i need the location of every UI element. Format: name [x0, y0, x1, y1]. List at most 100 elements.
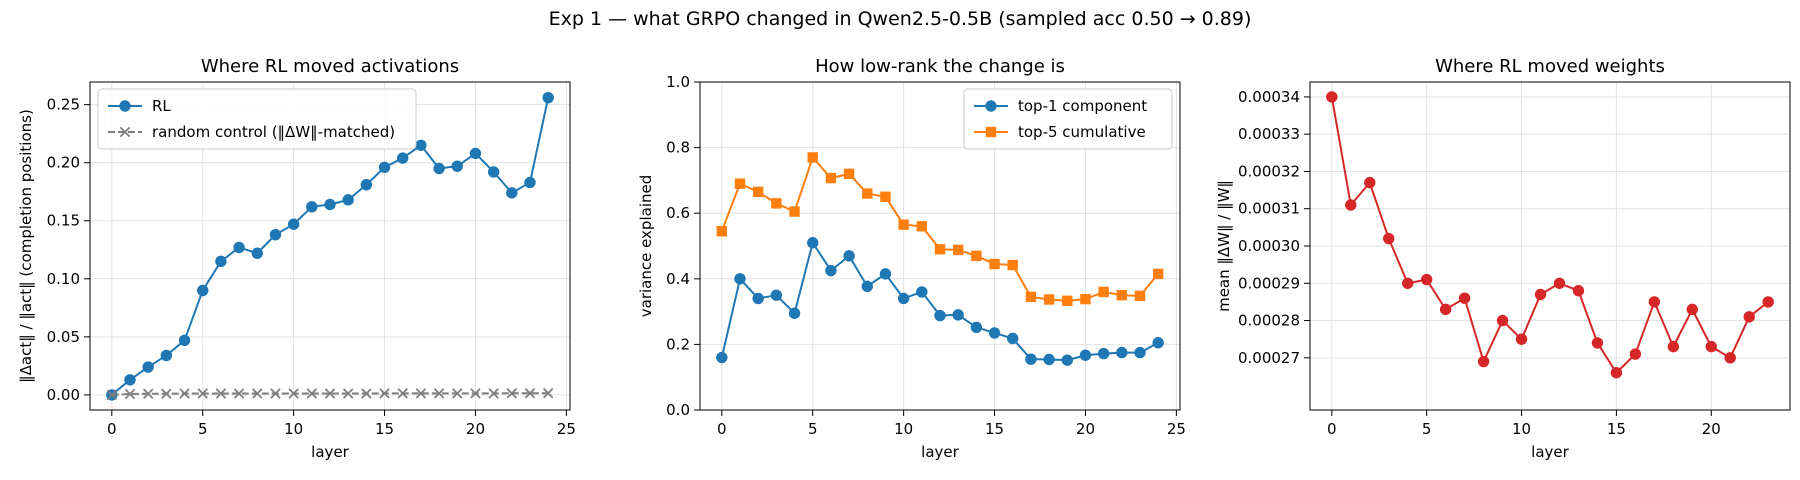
- data-point: [788, 307, 801, 319]
- data-point: [916, 286, 928, 298]
- data-point: [1667, 340, 1680, 353]
- data-point: [952, 309, 964, 321]
- data-point: [179, 388, 190, 399]
- figure-title: Exp 1 — what GRPO changed in Qwen2.5-0.5…: [549, 8, 1252, 30]
- data-point: [415, 139, 427, 151]
- y-tick-label: 0.4: [666, 270, 690, 288]
- data-point: [1080, 293, 1091, 305]
- x-tick-label: 10: [894, 420, 913, 438]
- data-point: [524, 388, 536, 399]
- legend-label: random control (‖ΔW‖-matched): [152, 123, 395, 141]
- x-tick-label: 25: [557, 420, 576, 438]
- data-point: [1134, 290, 1146, 302]
- data-point: [916, 221, 928, 232]
- data-point: [1043, 294, 1055, 305]
- data-point: [251, 247, 263, 259]
- y-tick-label: 0.25: [47, 96, 80, 114]
- data-point: [270, 388, 281, 399]
- data-point: [524, 176, 536, 189]
- data-point: [1383, 232, 1395, 245]
- data-point: [843, 250, 855, 262]
- data-point: [106, 389, 118, 401]
- y-tick-label: 0.00028: [1238, 312, 1300, 330]
- y-tick-label: 0.10: [47, 270, 80, 288]
- data-point: [825, 264, 837, 277]
- data-point: [771, 198, 782, 209]
- data-point: [488, 388, 499, 399]
- y-tick-label: 0.00027: [1238, 349, 1300, 367]
- chart-title: Where RL moved activations: [201, 56, 459, 77]
- data-point: [1116, 346, 1128, 359]
- data-point: [142, 388, 154, 399]
- data-point: [324, 388, 336, 399]
- data-point: [1420, 273, 1433, 286]
- y-tick-label: 0.00: [47, 386, 80, 404]
- data-point: [789, 206, 800, 217]
- data-point: [433, 162, 445, 175]
- chart-title: Where RL moved weights: [1435, 56, 1665, 77]
- data-point: [542, 387, 554, 399]
- data-point: [1402, 277, 1414, 289]
- data-point: [142, 361, 154, 373]
- data-point: [215, 388, 227, 399]
- data-point: [898, 219, 909, 230]
- legend-marker: [985, 126, 997, 138]
- legend-box: [963, 88, 1173, 150]
- data-point: [1364, 176, 1376, 189]
- data-point: [1705, 340, 1717, 353]
- data-point: [1152, 268, 1164, 280]
- y-tick-label: 1.0: [666, 73, 690, 91]
- x-tick-label: 5: [198, 420, 208, 438]
- data-point: [306, 201, 318, 213]
- y-tick-label: 0.8: [666, 139, 690, 157]
- data-point: [988, 327, 1001, 339]
- data-point: [415, 388, 427, 399]
- y-tick-label: 0.00033: [1238, 125, 1300, 143]
- data-point: [1025, 353, 1037, 365]
- data-point: [1629, 348, 1642, 360]
- data-point: [542, 91, 554, 104]
- data-point: [861, 280, 873, 293]
- data-point: [1762, 296, 1774, 308]
- y-tick-label: 0.00034: [1238, 88, 1300, 106]
- data-point: [752, 186, 764, 198]
- data-point: [378, 161, 391, 174]
- series-line: [720, 241, 1159, 362]
- x-tick-label: 15: [375, 420, 394, 438]
- data-point: [452, 388, 463, 399]
- data-point: [1439, 303, 1452, 316]
- data-point: [287, 218, 300, 230]
- chart-weights: 0 5 10 15 20 0.00027 0.00028 0.00029 0.00030 0.00…: [1215, 56, 1791, 461]
- legend-marker: [985, 100, 997, 112]
- data-point: [360, 179, 373, 191]
- data-point: [487, 166, 500, 178]
- data-point: [160, 349, 173, 362]
- y-tick-label: 0.20: [47, 154, 80, 172]
- y-tick-label: 0.00032: [1238, 162, 1300, 180]
- data-point: [825, 172, 837, 184]
- data-point: [897, 292, 910, 305]
- data-point: [233, 388, 245, 399]
- data-point: [1345, 199, 1357, 211]
- data-point: [971, 250, 982, 262]
- y-tick-label: 0.0: [666, 401, 690, 419]
- data-point: [1477, 355, 1490, 368]
- chart-activations: 0 5 10 15 20 25 0.00 0.05 0.10 0.15 0.20 0.25 Where …: [17, 56, 576, 461]
- data-point: [1007, 332, 1019, 345]
- data-point: [970, 321, 983, 334]
- data-point: [1515, 333, 1528, 345]
- data-point: [342, 388, 354, 399]
- series-line: [1330, 96, 1769, 374]
- data-point: [716, 226, 728, 237]
- data-point: [1061, 354, 1073, 366]
- data-point: [1591, 337, 1604, 349]
- data-point: [124, 374, 136, 386]
- data-point: [178, 334, 191, 347]
- data-point: [734, 178, 746, 189]
- y-axis-label: variance explained: [637, 175, 655, 318]
- y-tick-label: 0.2: [666, 335, 690, 353]
- x-tick-label: 10: [1512, 420, 1531, 438]
- y-tick-label: 0.6: [666, 204, 690, 222]
- y-axis-label: mean ‖ΔW‖ / ‖W‖: [1215, 180, 1233, 312]
- x-tick-label: 20: [466, 420, 485, 438]
